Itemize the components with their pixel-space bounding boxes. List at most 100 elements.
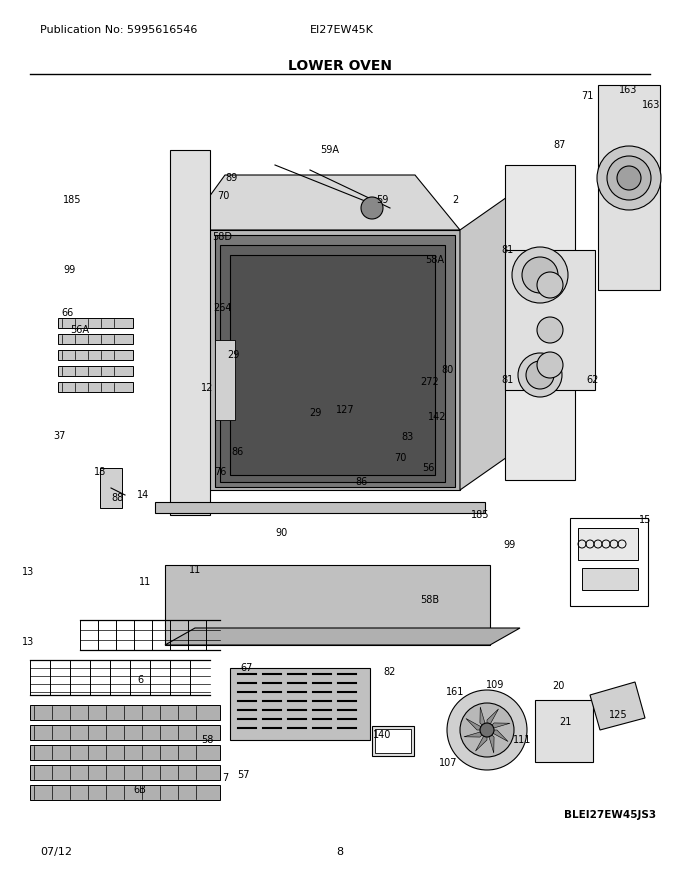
Circle shape [597,146,661,210]
Text: 142: 142 [428,412,446,422]
Text: 90: 90 [276,528,288,538]
Bar [30,765,220,780]
Text: 88: 88 [112,493,124,503]
Polygon shape [487,730,508,742]
Bar [58,334,133,344]
Polygon shape [487,730,494,753]
Text: 127: 127 [336,405,354,415]
Text: 89: 89 [226,173,238,183]
Polygon shape [165,565,490,645]
Polygon shape [487,709,498,730]
Text: 58: 58 [201,735,214,745]
Text: 58B: 58B [420,595,439,605]
Circle shape [447,690,527,770]
Polygon shape [505,250,595,390]
Polygon shape [230,255,435,475]
Text: 80: 80 [442,365,454,375]
Text: BLEI27EW45JS3: BLEI27EW45JS3 [564,810,656,820]
Text: 111: 111 [513,735,531,745]
Text: 20: 20 [551,681,564,691]
Polygon shape [582,568,638,590]
Text: 86: 86 [231,447,243,457]
Text: Publication No: 5995616546: Publication No: 5995616546 [40,25,197,35]
Text: 66: 66 [62,308,74,318]
Text: EI27EW45K: EI27EW45K [310,25,374,35]
Text: 81: 81 [502,245,514,255]
Bar [58,382,133,392]
Circle shape [480,723,494,737]
Bar [30,785,220,800]
Text: 15: 15 [639,515,651,525]
Text: 21: 21 [559,717,571,727]
Text: 87: 87 [554,140,566,150]
Text: 6B: 6B [133,785,146,795]
Text: 70: 70 [217,191,229,201]
Text: 37: 37 [54,431,66,441]
Text: 83: 83 [402,432,414,442]
Text: 185: 185 [471,510,489,520]
Text: 163: 163 [642,100,660,110]
Text: 62: 62 [587,375,599,385]
Circle shape [460,703,514,757]
Text: 99: 99 [504,540,516,550]
Polygon shape [480,707,487,730]
Bar [30,705,220,720]
Bar [372,726,414,756]
Text: 29: 29 [309,408,321,418]
Text: 70: 70 [394,453,406,463]
Text: 140: 140 [373,730,391,740]
Text: 11: 11 [139,577,151,587]
Text: 107: 107 [439,758,457,768]
Bar [58,366,133,376]
Polygon shape [170,150,210,515]
Polygon shape [505,165,575,480]
Text: 07/12: 07/12 [40,847,72,857]
Text: 125: 125 [609,710,628,720]
Bar [155,502,485,513]
Polygon shape [475,730,487,751]
Text: 59: 59 [376,195,388,205]
Text: 2: 2 [452,195,458,205]
Circle shape [617,166,641,190]
Text: 82: 82 [384,667,396,677]
Polygon shape [598,85,660,290]
Text: 86: 86 [356,477,368,487]
Text: 13: 13 [22,637,34,647]
Text: 272: 272 [421,377,439,387]
Circle shape [537,272,563,298]
Polygon shape [466,718,487,730]
Polygon shape [165,628,520,645]
Text: 8: 8 [337,847,343,857]
Circle shape [361,197,383,219]
Bar [58,350,133,360]
Polygon shape [185,175,460,230]
Text: 56: 56 [422,463,435,473]
Circle shape [512,247,568,303]
Text: 161: 161 [446,687,464,697]
Bar [578,528,638,560]
Bar [375,729,411,753]
Text: 163: 163 [619,85,637,95]
Circle shape [526,361,554,389]
Text: 81: 81 [502,375,514,385]
Text: 7: 7 [222,773,228,783]
Polygon shape [464,730,487,737]
Polygon shape [460,195,510,490]
Polygon shape [215,235,455,487]
Circle shape [518,353,562,397]
Text: 57: 57 [237,770,250,780]
Text: 14: 14 [137,490,149,500]
Circle shape [522,257,558,293]
Text: 6: 6 [137,675,143,685]
Text: 109: 109 [486,680,504,690]
Bar [30,745,220,760]
Text: 67: 67 [241,663,253,673]
Text: 71: 71 [581,91,593,101]
Polygon shape [185,230,460,490]
Polygon shape [487,723,510,730]
Text: 59A: 59A [320,145,339,155]
Polygon shape [100,468,122,508]
Text: 58A: 58A [426,255,445,265]
Text: 18: 18 [94,467,106,477]
Text: 185: 185 [63,195,81,205]
